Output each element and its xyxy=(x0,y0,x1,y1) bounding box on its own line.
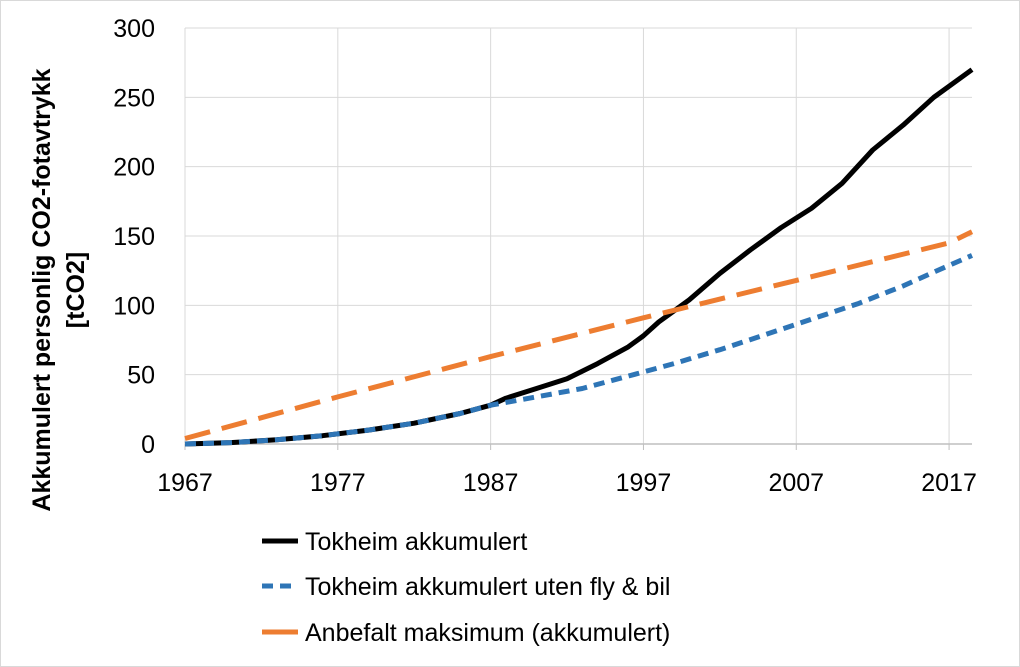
y-tick-label: 50 xyxy=(127,362,155,390)
y-axis-label-line1: Akkumulert personlig CO2-fotavtrykk xyxy=(28,68,56,511)
y-tick-labels: 0 50 100 150 200 250 300 xyxy=(113,15,155,459)
axes xyxy=(184,443,972,450)
x-tick-label: 1997 xyxy=(616,469,672,497)
y-tick-label: 300 xyxy=(113,15,155,43)
y-axis-label-line2: [tCO2] xyxy=(62,252,90,328)
legend-label-2: Tokheim akkumulert uten fly & bil xyxy=(305,573,670,601)
x-tick-label: 2017 xyxy=(921,469,977,497)
x-tick-label: 1977 xyxy=(310,469,366,497)
y-tick-label: 100 xyxy=(113,292,155,320)
x-tick-labels: 1967 1977 1987 1997 2007 2017 xyxy=(157,469,977,497)
grid-lines xyxy=(184,27,972,444)
y-tick-label: 200 xyxy=(113,154,155,182)
legend-label-1: Tokheim akkumulert xyxy=(305,528,527,556)
legend-label-3: Anbefalt maksimum (akkumulert) xyxy=(305,619,670,647)
legend: Tokheim akkumulert Tokheim akkumulert ute… xyxy=(262,528,670,647)
x-tick-label: 1967 xyxy=(157,469,213,497)
series-line-3 xyxy=(184,229,974,441)
x-tick-label: 1987 xyxy=(463,469,519,497)
series-lines xyxy=(184,67,974,447)
y-tick-label: 0 xyxy=(141,431,155,459)
series-line-2 xyxy=(184,253,974,447)
y-tick-label: 150 xyxy=(113,223,155,251)
x-tick-label: 2007 xyxy=(768,469,824,497)
y-tick-label: 250 xyxy=(113,84,155,112)
